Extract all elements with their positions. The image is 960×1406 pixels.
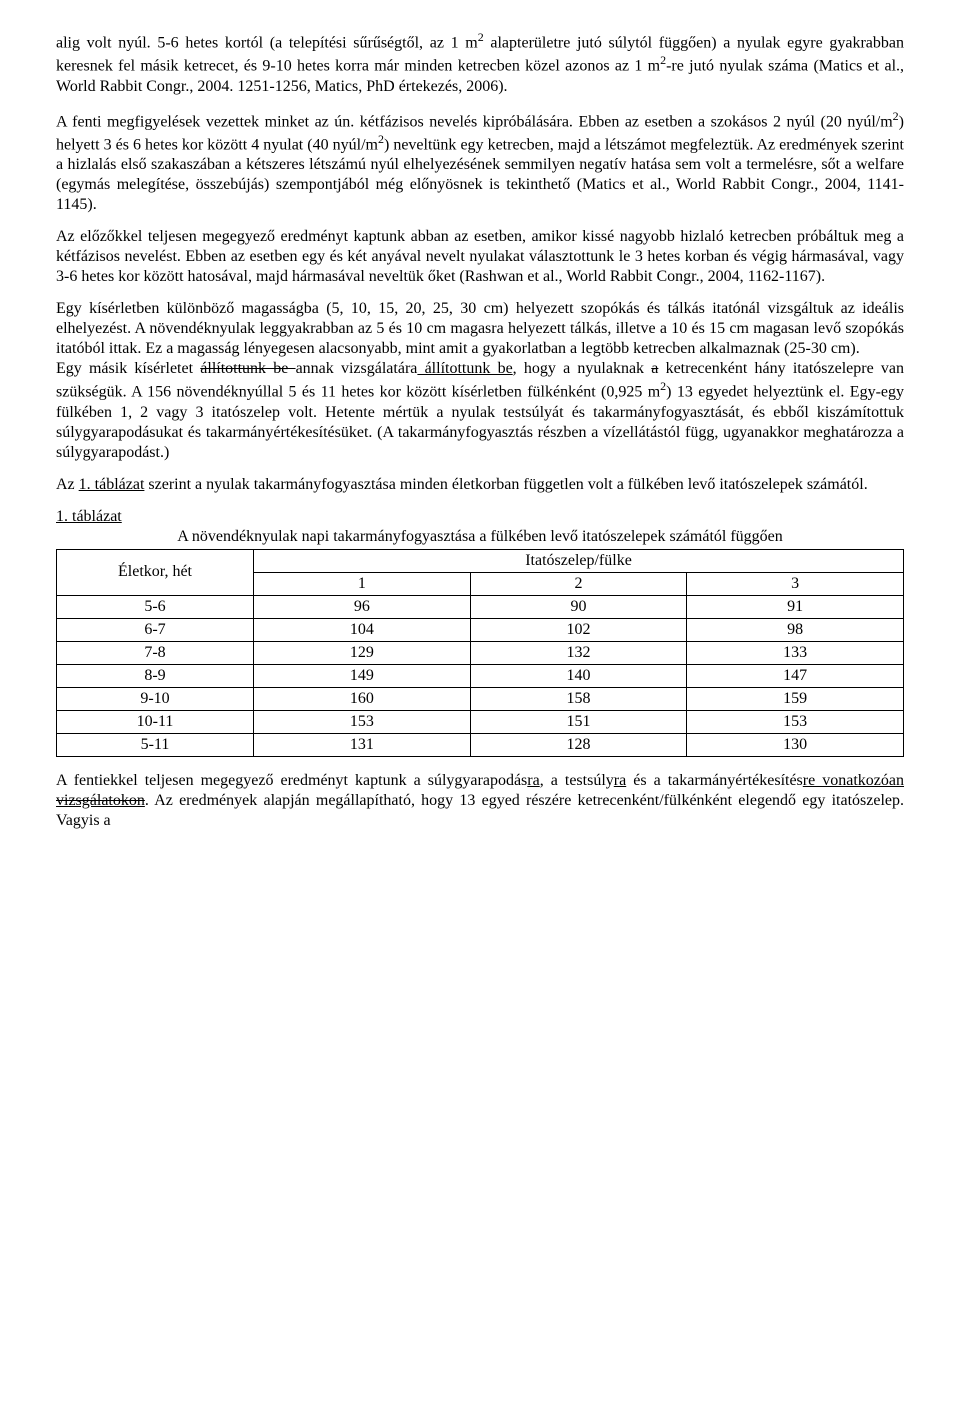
paragraph-5: Egy másik kísérletet állítottunk be anna…: [56, 359, 904, 462]
table-label: 1. táblázat: [56, 507, 904, 527]
table-cell: 140: [470, 664, 687, 687]
table-cell: 160: [254, 687, 471, 710]
table-cell: 128: [470, 733, 687, 756]
table-row: 5-6969091: [57, 595, 904, 618]
table-cell-age: 7-8: [57, 641, 254, 664]
inserted-text: állítottunk be: [417, 360, 512, 377]
table-row: 6-710410298: [57, 618, 904, 641]
table-cell: 91: [687, 595, 904, 618]
table-cell: 130: [687, 733, 904, 756]
inserted-text: ra: [527, 772, 539, 789]
table-cell: 96: [254, 595, 471, 618]
table-cell: 153: [254, 710, 471, 733]
table-row: 9-10160158159: [57, 687, 904, 710]
table-cell: 153: [687, 710, 904, 733]
table-cell: 131: [254, 733, 471, 756]
inserted-text: re vonatkozóan: [803, 772, 904, 789]
table-cell-age: 5-11: [57, 733, 254, 756]
table-cell-age: 9-10: [57, 687, 254, 710]
table-cell-age: 10-11: [57, 710, 254, 733]
table-cell: 90: [470, 595, 687, 618]
table-cell: 158: [470, 687, 687, 710]
table-cell: 104: [254, 618, 471, 641]
paragraph-2: A fenti megfigyelések vezettek minket az…: [56, 109, 904, 216]
table-row: 10-11153151153: [57, 710, 904, 733]
paragraph-6: Az 1. táblázat szerint a nyulak takarmán…: [56, 475, 904, 495]
paragraph-7: A fentiekkel teljesen megegyező eredmény…: [56, 771, 904, 831]
table-caption: A növendéknyulak napi takarmányfogyasztá…: [56, 527, 904, 547]
table-cell-age: 8-9: [57, 664, 254, 687]
table-header-col: 3: [687, 572, 904, 595]
inserted-text: ra: [614, 772, 626, 789]
table-row: 7-8129132133: [57, 641, 904, 664]
table-header-col: 1: [254, 572, 471, 595]
table-cell: 159: [687, 687, 904, 710]
table-reference: 1. táblázat: [79, 476, 145, 493]
table-cell: 147: [687, 664, 904, 687]
table-cell: 133: [687, 641, 904, 664]
paragraph-4: Egy kísérletben különböző magasságba (5,…: [56, 299, 904, 359]
feed-intake-table: Életkor, hét Itatószelep/fülke 1 2 3 5-6…: [56, 549, 904, 757]
table-cell-age: 5-6: [57, 595, 254, 618]
table-cell: 132: [470, 641, 687, 664]
table-row: 8-9149140147: [57, 664, 904, 687]
paragraph-3: Az előzőkkel teljesen megegyező eredmény…: [56, 227, 904, 287]
paragraph-1: alig volt nyúl. 5-6 hetes kortól (a tele…: [56, 30, 904, 97]
table-header-group: Itatószelep/fülke: [254, 549, 904, 572]
deleted-text: állítottunk be: [200, 360, 295, 377]
table-cell: 151: [470, 710, 687, 733]
table-header-col: 2: [470, 572, 687, 595]
table-cell: 129: [254, 641, 471, 664]
table-header-age: Életkor, hét: [57, 549, 254, 595]
table-cell-age: 6-7: [57, 618, 254, 641]
table-cell: 102: [470, 618, 687, 641]
table-cell: 149: [254, 664, 471, 687]
table-row: 5-11131128130: [57, 733, 904, 756]
deleted-text: vizsgálatokon: [56, 792, 145, 809]
table-cell: 98: [687, 618, 904, 641]
